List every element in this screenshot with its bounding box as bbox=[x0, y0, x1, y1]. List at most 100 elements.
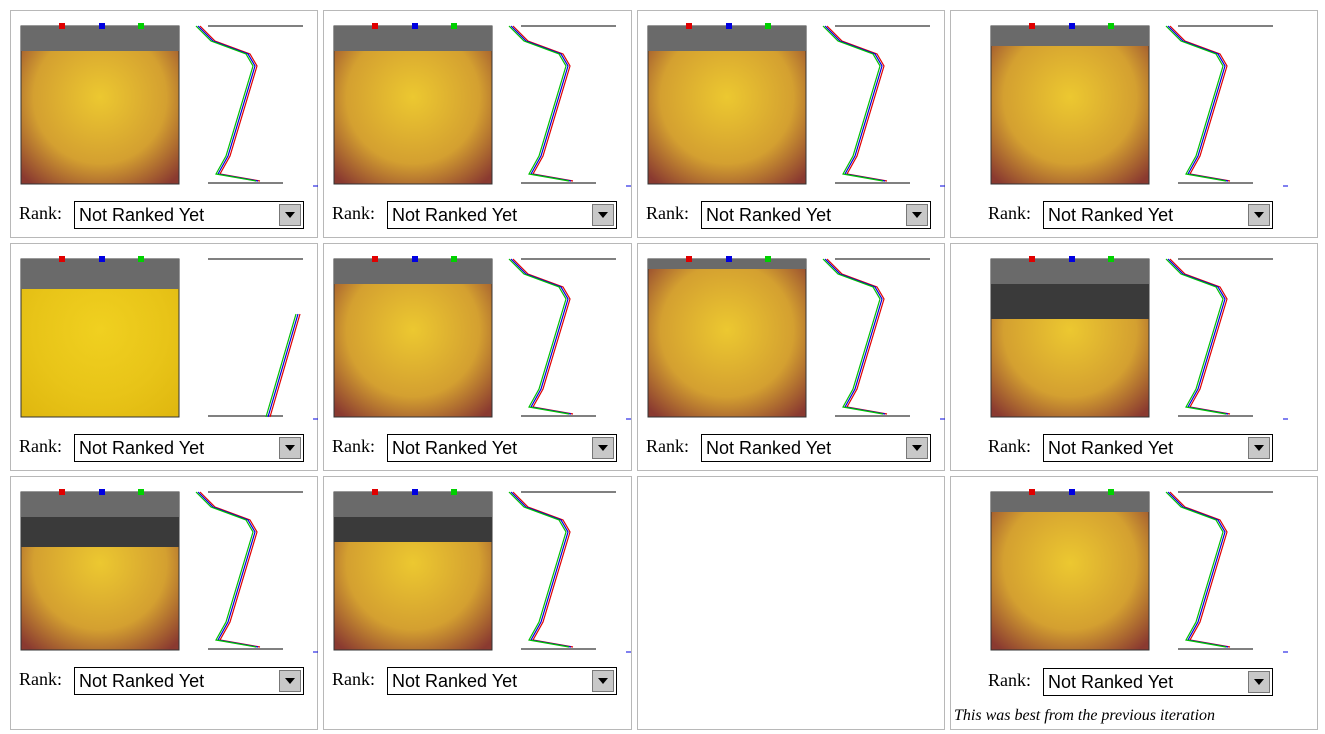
select-arrow[interactable] bbox=[592, 670, 614, 692]
marker bbox=[412, 489, 418, 495]
panel-graphics bbox=[638, 11, 946, 211]
select-arrow[interactable] bbox=[1248, 671, 1270, 693]
select-arrow[interactable] bbox=[1248, 204, 1270, 226]
rank-label: Rank: bbox=[646, 436, 689, 457]
marker bbox=[99, 23, 105, 29]
marker bbox=[412, 256, 418, 262]
marker bbox=[138, 23, 144, 29]
marker bbox=[765, 256, 771, 262]
select-arrow[interactable] bbox=[1248, 437, 1270, 459]
profile-line bbox=[511, 26, 571, 181]
profile-line bbox=[823, 259, 883, 414]
rank-select[interactable]: Not Ranked Yet bbox=[387, 667, 617, 695]
profile-line bbox=[1170, 492, 1230, 647]
grid-cell: Rank:Not Ranked Yet bbox=[323, 476, 632, 730]
select-arrow[interactable] bbox=[279, 670, 301, 692]
select-value: Not Ranked Yet bbox=[392, 671, 517, 691]
rank-select[interactable]: Not Ranked Yet bbox=[387, 201, 617, 229]
profile-line bbox=[513, 26, 573, 181]
rank-select[interactable]: Not Ranked Yet bbox=[701, 434, 931, 462]
rank-select[interactable]: Not Ranked Yet bbox=[1043, 434, 1273, 462]
marker bbox=[451, 23, 457, 29]
gray-band-top bbox=[334, 492, 492, 517]
select-arrow[interactable] bbox=[592, 204, 614, 226]
gray-band-top bbox=[21, 492, 179, 517]
marker bbox=[1029, 256, 1035, 262]
grid-cell: Rank:Not Ranked Yet bbox=[323, 243, 632, 471]
profile-line bbox=[825, 259, 885, 414]
profile-line bbox=[200, 26, 260, 181]
profile-line bbox=[825, 26, 885, 181]
select-value: Not Ranked Yet bbox=[1048, 438, 1173, 458]
marker bbox=[1108, 489, 1114, 495]
rank-select[interactable]: Not Ranked Yet bbox=[387, 434, 617, 462]
select-value: Not Ranked Yet bbox=[1048, 205, 1173, 225]
select-arrow[interactable] bbox=[592, 437, 614, 459]
select-arrow[interactable] bbox=[906, 204, 928, 226]
profile-line bbox=[511, 259, 571, 414]
profile-line bbox=[827, 26, 887, 181]
profile-line bbox=[196, 492, 256, 647]
profile-line bbox=[513, 259, 573, 414]
rank-select[interactable]: Not Ranked Yet bbox=[701, 201, 931, 229]
profile-line bbox=[509, 259, 569, 414]
marker bbox=[1029, 23, 1035, 29]
rank-select[interactable]: Not Ranked Yet bbox=[74, 667, 304, 695]
select-arrow[interactable] bbox=[279, 437, 301, 459]
marker bbox=[1069, 489, 1075, 495]
marker bbox=[99, 489, 105, 495]
rank-label: Rank: bbox=[332, 203, 375, 224]
marker bbox=[372, 23, 378, 29]
profile-line bbox=[1168, 26, 1228, 181]
profile-line bbox=[1170, 26, 1230, 181]
rank-select[interactable]: Not Ranked Yet bbox=[1043, 668, 1273, 696]
rank-select[interactable]: Not Ranked Yet bbox=[74, 201, 304, 229]
rank-select[interactable]: Not Ranked Yet bbox=[1043, 201, 1273, 229]
profile-line bbox=[1168, 492, 1228, 647]
profile-line bbox=[1166, 26, 1226, 181]
marker bbox=[451, 489, 457, 495]
select-value: Not Ranked Yet bbox=[79, 438, 204, 458]
panel-graphics bbox=[11, 244, 319, 444]
page: Rank:Not Ranked YetRank:Not Ranked YetRa… bbox=[0, 0, 1325, 734]
select-value: Not Ranked Yet bbox=[706, 438, 831, 458]
marker bbox=[1108, 256, 1114, 262]
rank-label: Rank: bbox=[988, 436, 1031, 457]
marker bbox=[99, 256, 105, 262]
rank-label: Rank: bbox=[988, 203, 1031, 224]
profile-line bbox=[509, 26, 569, 181]
marker bbox=[1069, 23, 1075, 29]
select-arrow[interactable] bbox=[279, 204, 301, 226]
grid-cell: Rank:Not Ranked Yet bbox=[637, 10, 945, 238]
rank-select[interactable]: Not Ranked Yet bbox=[74, 434, 304, 462]
profile-line bbox=[1170, 259, 1230, 414]
panel-graphics bbox=[11, 11, 319, 211]
grid-cell: Rank:Not Ranked YetThis was best from th… bbox=[950, 476, 1318, 730]
select-arrow[interactable] bbox=[906, 437, 928, 459]
rank-label: Rank: bbox=[19, 436, 62, 457]
marker bbox=[1069, 256, 1075, 262]
marker bbox=[412, 23, 418, 29]
panel-graphics bbox=[324, 244, 633, 444]
profile-line bbox=[513, 492, 573, 647]
panel-graphics bbox=[638, 244, 946, 444]
profile-line bbox=[266, 314, 296, 417]
marker bbox=[726, 23, 732, 29]
select-value: Not Ranked Yet bbox=[392, 438, 517, 458]
select-value: Not Ranked Yet bbox=[1048, 672, 1173, 692]
simulation-image bbox=[991, 26, 1149, 184]
select-value: Not Ranked Yet bbox=[79, 205, 204, 225]
profile-line bbox=[1166, 492, 1226, 647]
gray-band bbox=[334, 26, 492, 51]
grid-cell bbox=[637, 476, 945, 730]
gray-band bbox=[21, 26, 179, 51]
profile-line bbox=[827, 259, 887, 414]
profile-line bbox=[511, 492, 571, 647]
panel-graphics bbox=[324, 477, 633, 677]
marker bbox=[1108, 23, 1114, 29]
marker bbox=[726, 256, 732, 262]
marker bbox=[1029, 489, 1035, 495]
rank-label: Rank: bbox=[988, 670, 1031, 691]
profile-line bbox=[1168, 259, 1228, 414]
panel-graphics bbox=[951, 477, 1319, 677]
